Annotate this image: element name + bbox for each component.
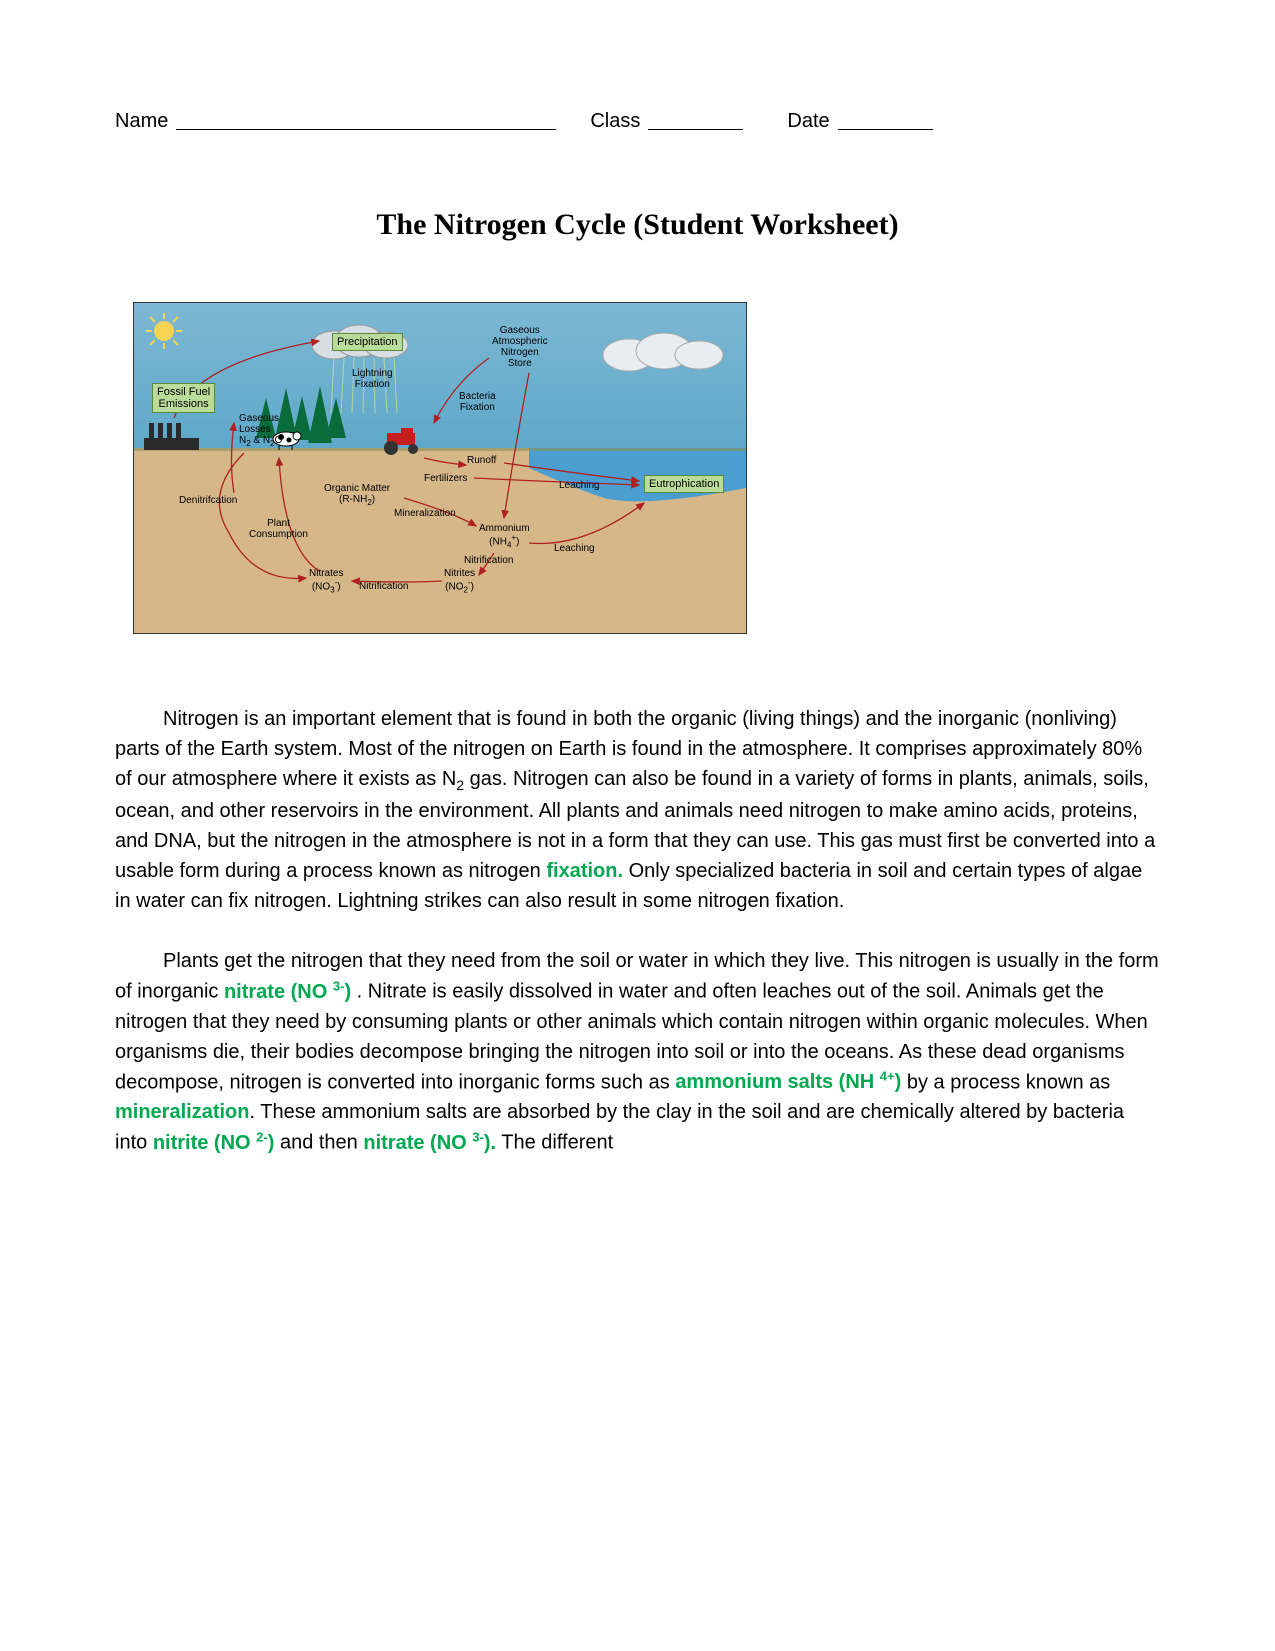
class-blank[interactable]	[648, 107, 743, 130]
highlight-mineralization: mineralization	[115, 1101, 249, 1123]
page-title: The Nitrogen Cycle (Student Worksheet)	[115, 208, 1160, 242]
bacteria-fixation-label: Bacteria Fixation	[459, 391, 496, 413]
date-blank[interactable]	[838, 107, 933, 130]
plant-consumption-label: Plant Consumption	[249, 518, 308, 540]
date-label: Date	[787, 110, 829, 133]
fertilizers-label: Fertilizers	[424, 473, 467, 484]
leaching-1-label: Leaching	[559, 480, 600, 491]
nitrification-2-label: Nitrification	[359, 581, 408, 592]
organic-matter-label: Organic Matter(R-NH2)	[324, 483, 390, 508]
p2-text-3: by a process known as	[901, 1071, 1110, 1093]
paragraph-1: Nitrogen is an important element that is…	[115, 704, 1160, 916]
highlight-fixation: fixation.	[546, 860, 623, 882]
highlight-nitrate-2: nitrate (NO 3-).	[363, 1132, 496, 1154]
lightning-fixation-label: Lightning Fixation	[352, 368, 393, 390]
fossil-fuel-label: Fossil Fuel Emissions	[152, 383, 215, 413]
header-row: Name Class Date	[115, 110, 1160, 133]
nitrification-1-label: Nitrification	[464, 555, 513, 566]
paragraph-2: Plants get the nitrogen that they need f…	[115, 946, 1160, 1158]
nitrites-label: Nitrites(NO2-)	[444, 568, 475, 595]
precipitation-label: Precipitation	[332, 333, 403, 351]
p2-text-5: and then	[274, 1132, 363, 1154]
worksheet-page: Name Class Date The Nitrogen Cycle (Stud…	[0, 0, 1275, 1651]
ammonium-label: Ammonium(NH4+)	[479, 523, 530, 550]
p2-text-6: The different	[496, 1132, 613, 1154]
runoff-label: Runoff	[467, 455, 496, 466]
nitrates-label: Nitrates(NO3-)	[309, 568, 343, 595]
highlight-ammonium: ammonium salts (NH 4+)	[675, 1071, 901, 1093]
cycle-arrows	[134, 303, 746, 633]
highlight-nitrate-1: nitrate (NO 3-)	[224, 981, 351, 1003]
highlight-nitrite: nitrite (NO 2-)	[153, 1132, 275, 1154]
eutrophication-label: Eutrophication	[644, 475, 724, 493]
class-label: Class	[590, 110, 640, 133]
gaseous-losses-label: GaseousLossesN2 & N2O	[239, 413, 282, 449]
denitrification-label: Denitrifcation	[179, 495, 237, 506]
name-blank[interactable]	[176, 107, 556, 130]
leaching-2-label: Leaching	[554, 543, 595, 554]
name-label: Name	[115, 110, 168, 133]
gaseous-store-label: Gaseous Atmospheric Nitrogen Store	[492, 325, 548, 369]
nitrogen-cycle-diagram: Precipitation Fossil Fuel Emissions Eutr…	[133, 302, 747, 634]
mineralization-label: Mineralization	[394, 508, 456, 519]
